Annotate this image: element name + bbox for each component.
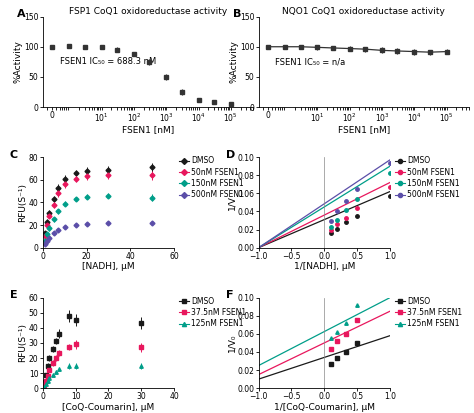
X-axis label: FSEN1 [nM]: FSEN1 [nM] bbox=[122, 125, 174, 134]
Y-axis label: RFU(S⁻¹): RFU(S⁻¹) bbox=[18, 323, 27, 362]
37.5nM FSEN1 bbox=[343, 331, 349, 336]
150nM FSEN1 bbox=[387, 171, 393, 176]
Text: FSEN1 IC₅₀ = 688.3 nM: FSEN1 IC₅₀ = 688.3 nM bbox=[60, 57, 156, 66]
50nM FSEN1 bbox=[328, 228, 334, 233]
Text: F: F bbox=[226, 290, 233, 300]
DMSO bbox=[343, 220, 349, 225]
Text: E: E bbox=[10, 290, 18, 300]
Y-axis label: %Activity: %Activity bbox=[14, 40, 23, 83]
DMSO bbox=[355, 340, 360, 345]
Line: 37.5nM FSEN1: 37.5nM FSEN1 bbox=[329, 318, 359, 351]
X-axis label: 1/[NADH], μM: 1/[NADH], μM bbox=[293, 262, 355, 271]
Y-axis label: 1/V₀: 1/V₀ bbox=[227, 334, 236, 352]
500nM FSEN1 bbox=[328, 218, 334, 223]
Line: 150nM FSEN1: 150nM FSEN1 bbox=[329, 172, 392, 228]
DMSO bbox=[335, 356, 340, 361]
150nM FSEN1 bbox=[343, 207, 349, 212]
Text: D: D bbox=[226, 150, 235, 160]
Legend: DMSO, 50nM FSEN1, 150nM FSEN1, 500nM FSEN1: DMSO, 50nM FSEN1, 150nM FSEN1, 500nM FSE… bbox=[395, 157, 460, 199]
150nM FSEN1 bbox=[335, 217, 340, 222]
DMSO bbox=[328, 231, 334, 236]
Y-axis label: %Activity: %Activity bbox=[229, 40, 238, 83]
DMSO bbox=[328, 361, 334, 366]
X-axis label: [CoQ-Coumarin], μM: [CoQ-Coumarin], μM bbox=[62, 403, 155, 412]
37.5nM FSEN1 bbox=[355, 318, 360, 323]
125nM FSEN1 bbox=[328, 336, 334, 341]
Legend: DMSO, 50nM FSEN1, 150nM FSEN1, 500nM FSEN1: DMSO, 50nM FSEN1, 150nM FSEN1, 500nM FSE… bbox=[180, 157, 244, 199]
50nM FSEN1 bbox=[387, 185, 393, 190]
DMSO bbox=[335, 226, 340, 231]
Legend: DMSO, 37.5nM FSEN1, 125nM FSEN1: DMSO, 37.5nM FSEN1, 125nM FSEN1 bbox=[180, 297, 246, 328]
X-axis label: [NADH], μM: [NADH], μM bbox=[82, 262, 135, 271]
50nM FSEN1 bbox=[355, 205, 360, 210]
37.5nM FSEN1 bbox=[328, 347, 334, 352]
X-axis label: 1/[CoQ-Coumarin], μM: 1/[CoQ-Coumarin], μM bbox=[274, 403, 375, 412]
Line: 500nM FSEN1: 500nM FSEN1 bbox=[329, 161, 392, 222]
Text: A: A bbox=[18, 9, 26, 19]
500nM FSEN1 bbox=[343, 198, 349, 203]
DMSO bbox=[355, 214, 360, 218]
Text: C: C bbox=[10, 150, 18, 160]
Text: FSEN1 IC₅₀ = n/a: FSEN1 IC₅₀ = n/a bbox=[275, 57, 346, 66]
125nM FSEN1 bbox=[335, 330, 340, 335]
Text: B: B bbox=[233, 9, 242, 19]
Line: DMSO: DMSO bbox=[329, 341, 359, 366]
500nM FSEN1 bbox=[355, 186, 360, 191]
Y-axis label: RFU(S⁻¹): RFU(S⁻¹) bbox=[18, 183, 27, 222]
150nM FSEN1 bbox=[328, 224, 334, 229]
Line: 125nM FSEN1: 125nM FSEN1 bbox=[329, 303, 359, 340]
Y-axis label: 1/V: 1/V bbox=[227, 195, 236, 210]
X-axis label: FSEN1 [nM]: FSEN1 [nM] bbox=[338, 125, 390, 134]
500nM FSEN1 bbox=[387, 161, 393, 166]
500nM FSEN1 bbox=[335, 209, 340, 214]
150nM FSEN1 bbox=[355, 196, 360, 201]
Line: DMSO: DMSO bbox=[329, 194, 392, 235]
125nM FSEN1 bbox=[343, 320, 349, 325]
DMSO bbox=[387, 194, 393, 199]
37.5nM FSEN1 bbox=[335, 339, 340, 344]
DMSO bbox=[343, 349, 349, 354]
50nM FSEN1 bbox=[335, 222, 340, 227]
Line: 50nM FSEN1: 50nM FSEN1 bbox=[329, 185, 392, 232]
Title: FSP1 CoQ1 oxidoreductase activity: FSP1 CoQ1 oxidoreductase activity bbox=[69, 7, 227, 16]
50nM FSEN1 bbox=[343, 215, 349, 220]
Title: NQO1 CoQ1 oxidoreductase activity: NQO1 CoQ1 oxidoreductase activity bbox=[283, 7, 446, 16]
125nM FSEN1 bbox=[355, 302, 360, 307]
Legend: DMSO, 37.5nM FSEN1, 125nM FSEN1: DMSO, 37.5nM FSEN1, 125nM FSEN1 bbox=[395, 297, 462, 328]
